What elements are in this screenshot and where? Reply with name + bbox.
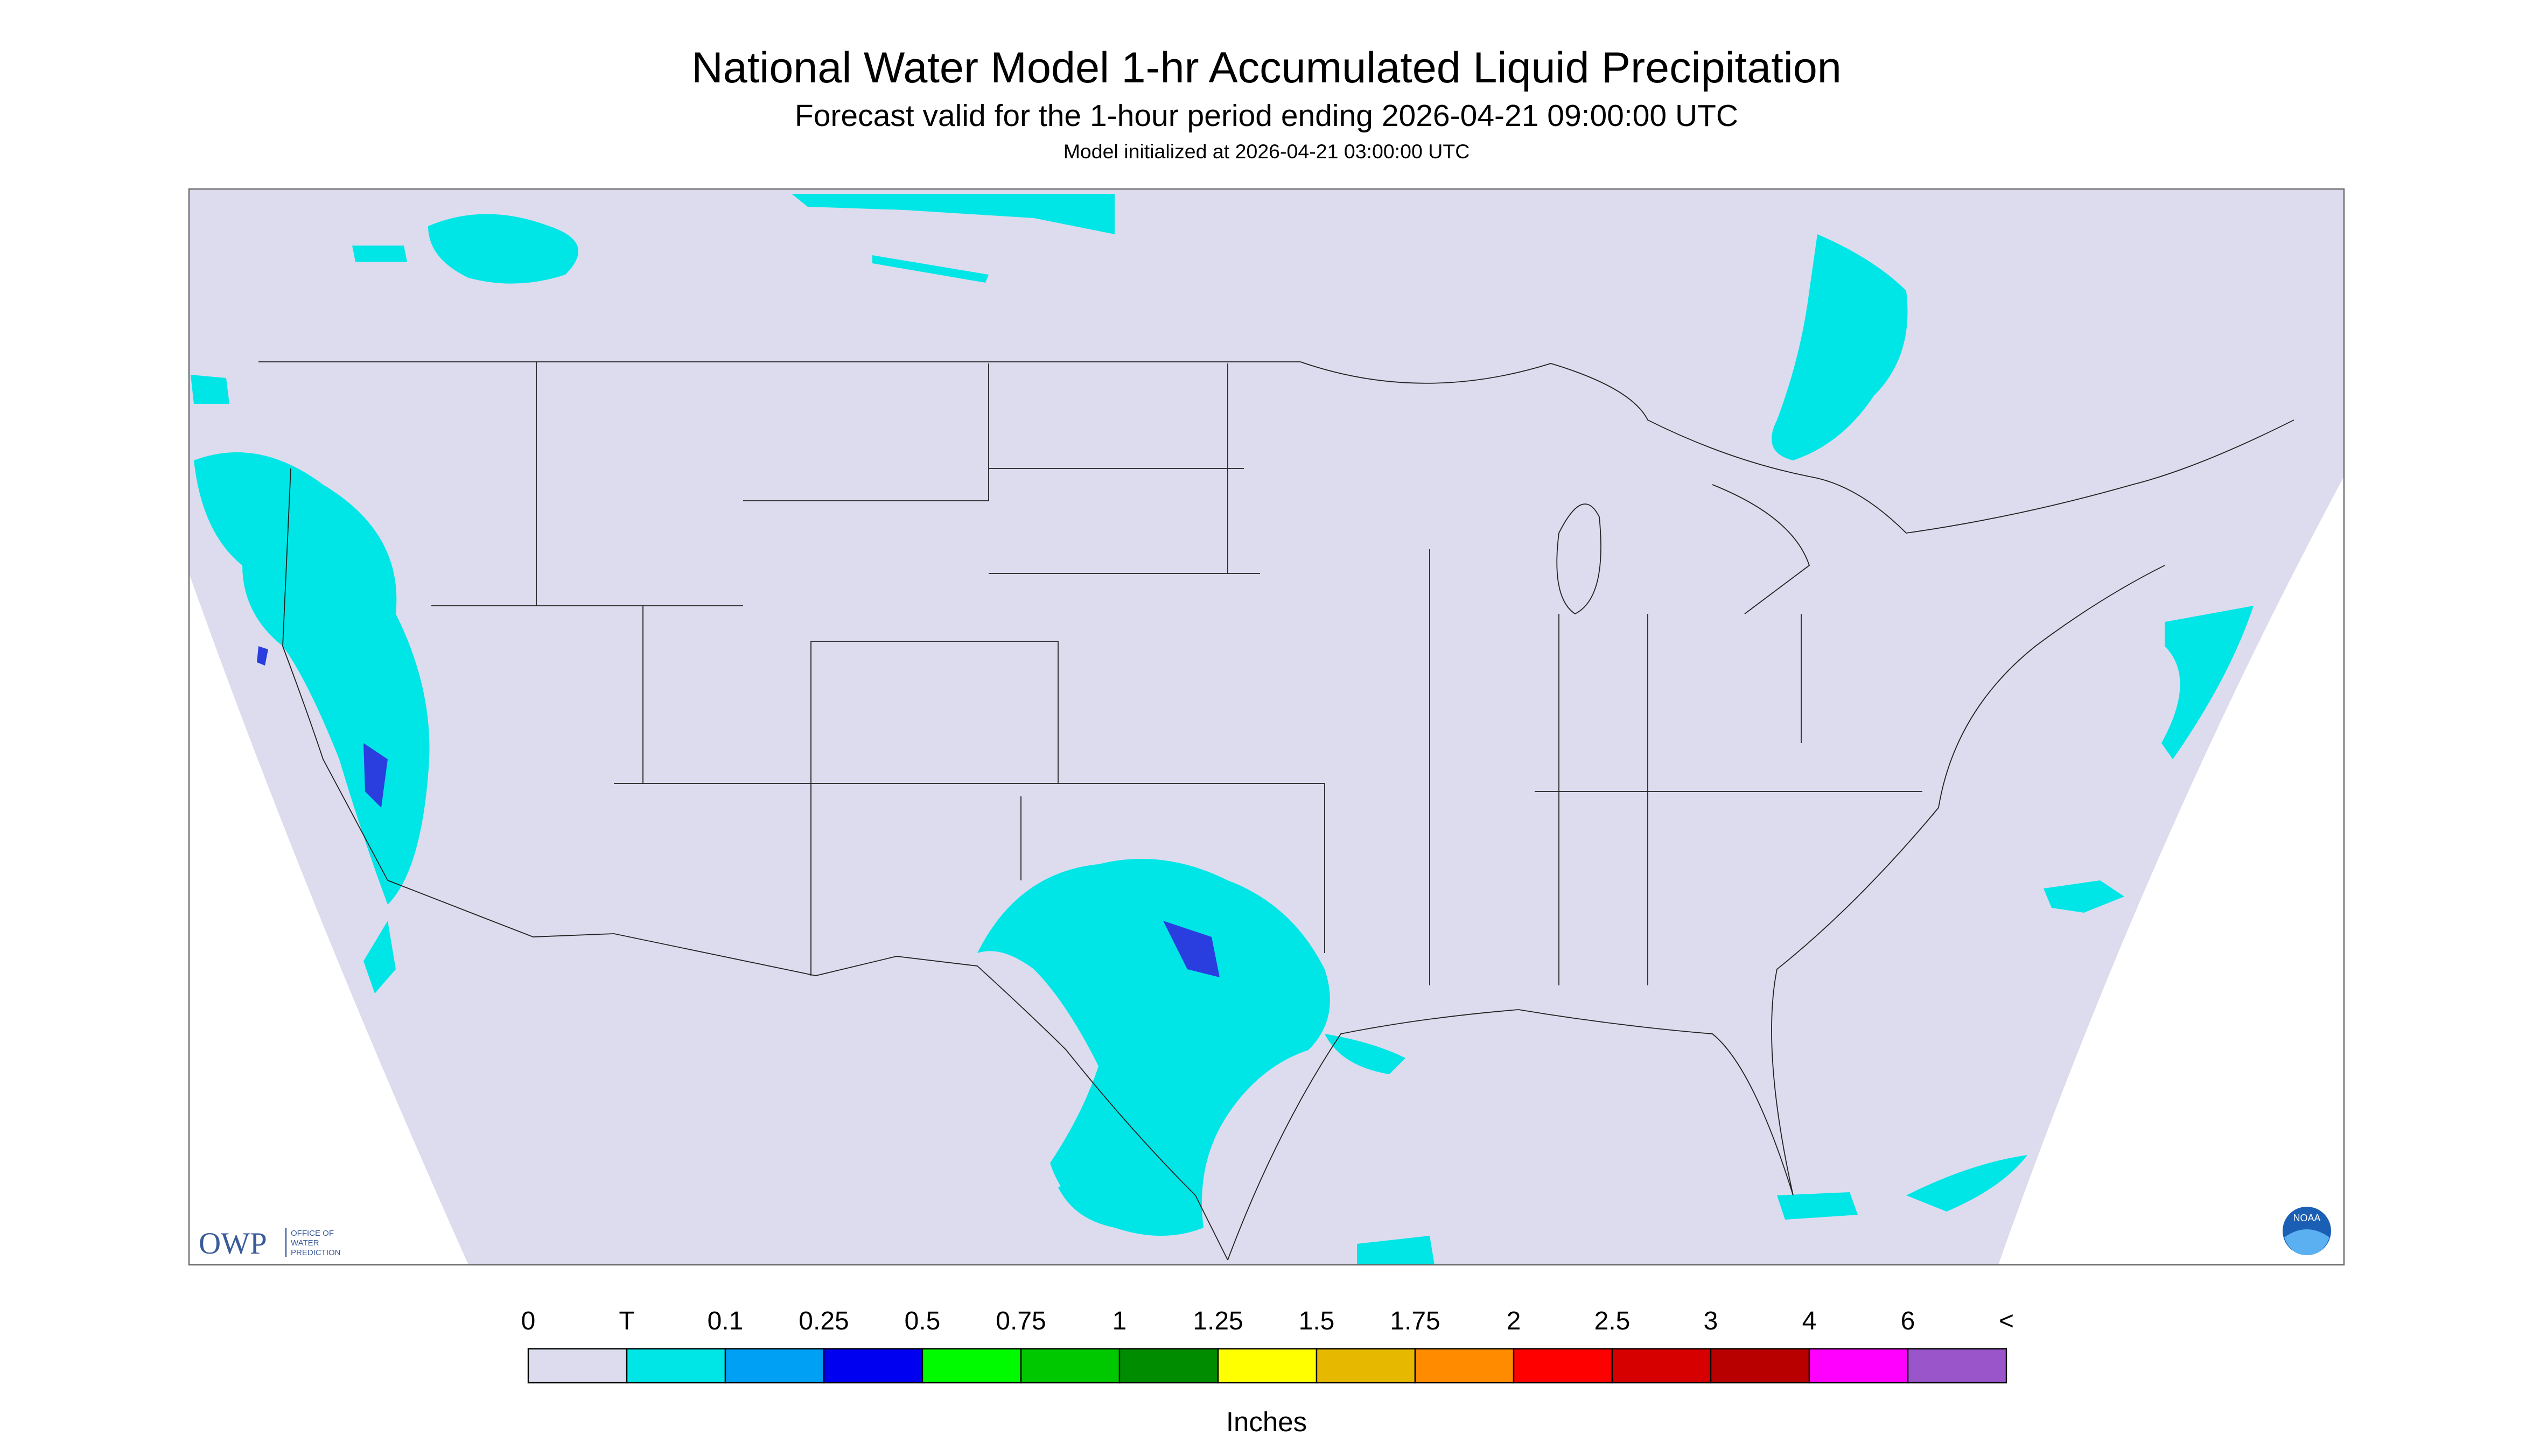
model-domain [189,189,2344,1265]
legend-swatch [1611,1348,1712,1384]
legend-swatch [1020,1348,1121,1384]
legend-swatch [724,1348,825,1384]
legend-label: 2 [1507,1307,1521,1335]
legend-label: 1.25 [1193,1307,1243,1335]
legend-label: T [619,1307,634,1335]
legend-swatch [1118,1348,1219,1384]
legend-swatch [1808,1348,1909,1384]
legend-label: 0.75 [996,1307,1046,1335]
legend-swatch [1907,1348,2007,1384]
noaa-text: NOAA [2293,1213,2320,1223]
legend-label: 6 [1901,1307,1915,1335]
legend-label: 1.75 [1390,1307,1440,1335]
noaa-logo: NOAA [2283,1207,2331,1256]
legend-swatch [527,1348,628,1384]
legend-label: 1.5 [1299,1307,1335,1335]
legend-label: 3 [1704,1307,1718,1335]
init-time: Model initialized at 2026-04-21 03:00:00… [1063,140,1470,163]
owp-name: PREDICTION [291,1248,341,1257]
map-frame [188,188,2345,1266]
legend-swatch [626,1348,726,1384]
legend-swatch [823,1348,923,1384]
legend-label: < [1999,1307,2014,1335]
owp-name: OFFICE OF [291,1229,334,1238]
legend-swatch [1217,1348,1318,1384]
legend-label: 0 [521,1307,536,1335]
legend: 0 T 0.1 0.25 0.5 0.75 1 1.25 1.5 1.75 2 2.5 3 4 6 < [521,1307,2014,1384]
legend-label: 2.5 [1594,1307,1631,1335]
legend-label: 0.5 [905,1307,941,1335]
legend-label: 0.25 [799,1307,849,1335]
legend-swatch [921,1348,1022,1384]
map [188,188,2345,1266]
legend-label: 1 [1112,1307,1127,1335]
owp-text: OWP [199,1227,267,1261]
owp-name: WATER [291,1238,319,1248]
legend-swatch [1710,1348,1810,1384]
owp-logo: OWP OFFICE OF WATER PREDICTION [199,1227,341,1261]
legend-label: 0.1 [708,1307,744,1335]
legend-swatch [1316,1348,1416,1384]
subtitle: Forecast valid for the 1-hour period end… [795,99,1738,133]
legend-unit: Inches [1226,1406,1307,1437]
title: National Water Model 1-hr Accumulated Li… [691,44,1842,92]
precip-areas [191,194,2254,1265]
legend-swatch [1414,1348,1515,1384]
legend-swatch [1513,1348,1613,1384]
boundaries [258,361,2294,1261]
legend-label: 4 [1802,1307,1817,1335]
